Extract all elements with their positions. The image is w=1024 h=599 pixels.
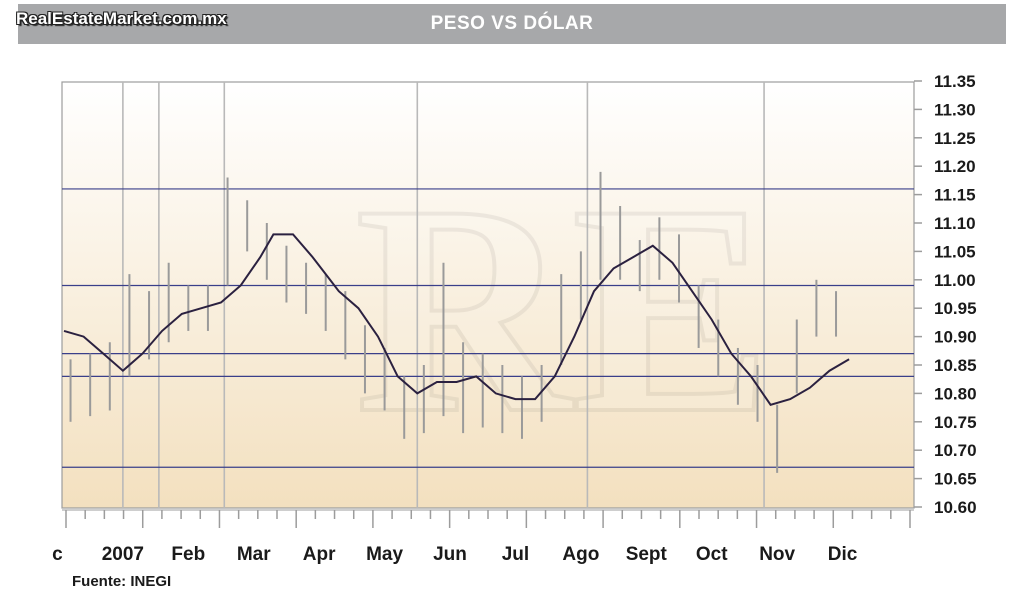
y-tick-label-4: 11.15	[934, 186, 976, 205]
y-tick-label-10: 10.85	[934, 356, 977, 375]
x-tick-label-2: Feb	[171, 544, 205, 565]
y-tick-label-7: 11.00	[934, 271, 976, 290]
x-tick-label-12: Dic	[828, 544, 858, 565]
x-tick-label-9: Sept	[626, 544, 668, 565]
y-axis: 11.35 11.30 11.25 11.20 11.15 11.10 11.05 11.00…	[914, 72, 977, 517]
x-tick-label-8: Ago	[562, 544, 599, 565]
y-tick-label-1: 11.30	[934, 100, 976, 119]
title-bar: PESO VS DÓLAR	[18, 4, 1006, 44]
y-tick-label-11: 10.80	[934, 384, 977, 403]
y-tick-label-13: 10.70	[934, 441, 977, 460]
daily-range-bars	[69, 171, 838, 473]
x-tick-label-3: Mar	[237, 544, 271, 565]
site-watermark-label: RealEstateMarket.com.mx	[16, 9, 227, 28]
source-note: Fuente: INEGI	[72, 573, 172, 590]
y-tick-label-8: 10.95	[934, 299, 977, 318]
x-axis: c 2007 Feb Mar Apr May Jun Jul Ago Sept Oct Nov Dic	[52, 509, 914, 565]
x-tick-label-10: Oct	[696, 544, 728, 565]
plot-background	[61, 81, 915, 509]
y-tick-label-14: 10.65	[934, 470, 977, 489]
x-tick-label-7: Jul	[502, 544, 529, 565]
x-tick-label-0: c	[52, 544, 63, 565]
moving-average-path	[63, 233, 850, 406]
y-tick-label-15: 10.60	[934, 498, 977, 517]
x-tick-label-4: Apr	[303, 544, 336, 565]
x-tick-label-11: Nov	[759, 544, 795, 565]
chart-title: PESO VS DÓLAR	[430, 13, 594, 34]
x-tick-label-1: 2007	[102, 544, 144, 565]
x-tick-label-5: May	[366, 544, 403, 565]
y-tick-label-2: 11.25	[934, 129, 976, 148]
y-tick-label-5: 11.10	[934, 214, 976, 233]
y-tick-label-3: 11.20	[934, 157, 976, 176]
moving-average-line	[63, 233, 850, 406]
month-divider-lines	[122, 82, 765, 508]
x-tick-label-6: Jun	[433, 544, 467, 565]
horizontal-level-lines	[62, 188, 914, 468]
y-tick-label-6: 11.05	[934, 242, 976, 261]
y-tick-label-12: 10.75	[934, 413, 977, 432]
y-tick-label-0: 11.35	[934, 72, 976, 91]
y-tick-label-9: 10.90	[934, 328, 977, 347]
